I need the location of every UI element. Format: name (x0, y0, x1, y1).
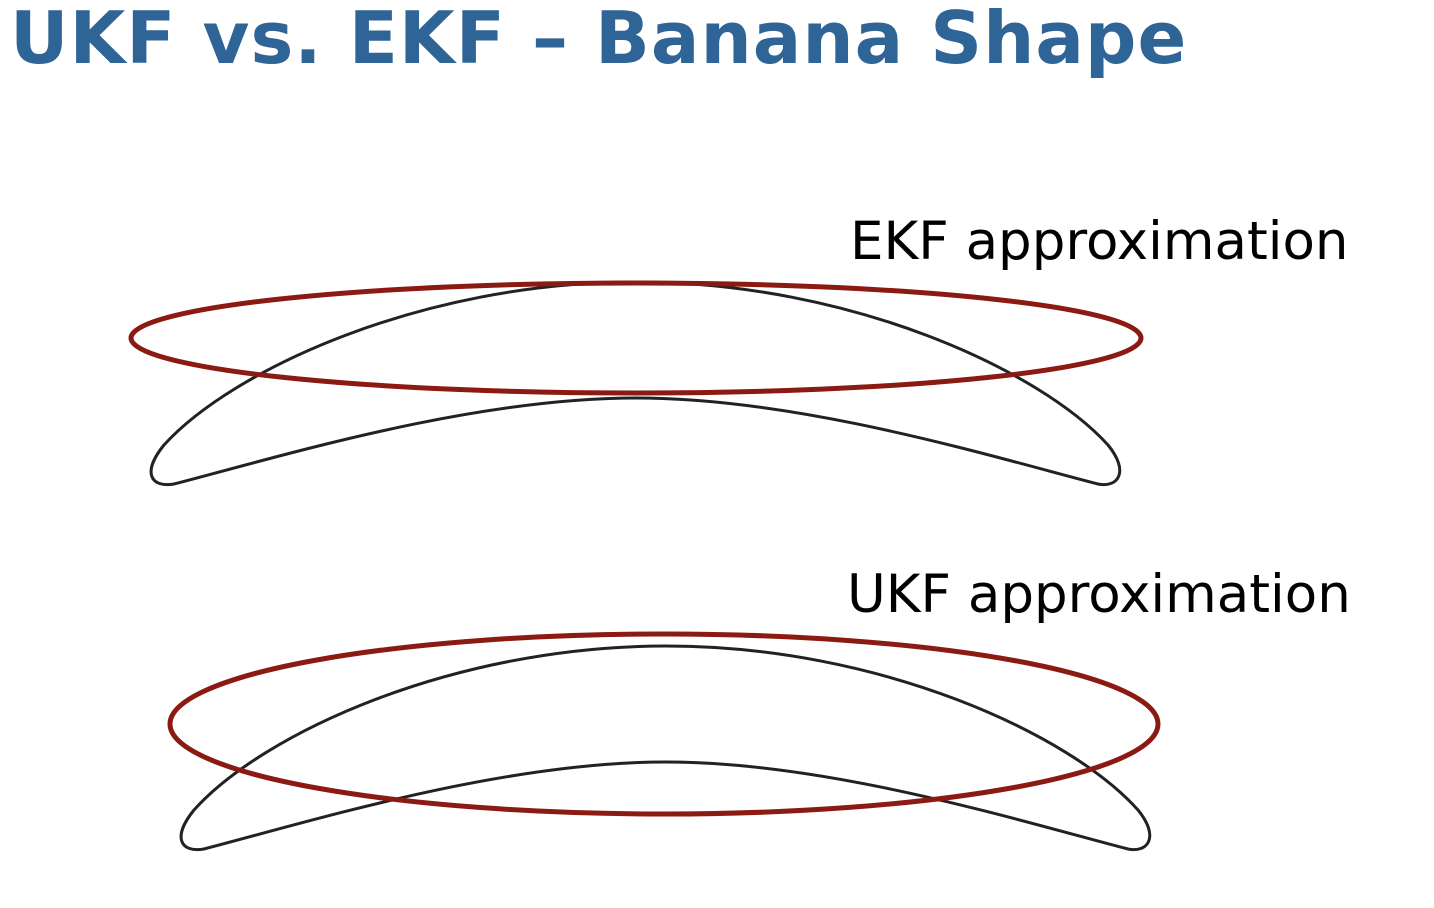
ukf-label: UKF approximation (847, 564, 1351, 625)
ukf-panel (167, 631, 1161, 852)
ukf-ellipse (167, 631, 1161, 817)
slide-title: UKF vs. EKF – Banana Shape (10, 0, 1188, 80)
ekf-ellipse (128, 280, 1144, 396)
ekf-panel (128, 280, 1144, 487)
ekf-label: EKF approximation (850, 211, 1349, 272)
ekf-banana-shape (149, 280, 1122, 487)
ukf-banana-shape (179, 644, 1152, 852)
